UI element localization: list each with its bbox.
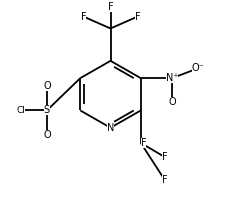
Text: Cl: Cl (17, 106, 26, 115)
Text: F: F (81, 12, 86, 22)
Text: O: O (43, 81, 51, 91)
Text: N: N (107, 123, 114, 133)
Text: F: F (141, 138, 146, 148)
Text: F: F (108, 2, 113, 12)
Text: F: F (135, 12, 140, 22)
Text: O⁻: O⁻ (192, 63, 204, 73)
Text: O: O (43, 130, 51, 140)
Text: S: S (44, 106, 50, 116)
Text: N⁺: N⁺ (166, 73, 178, 83)
Text: O: O (168, 97, 176, 107)
Text: F: F (162, 175, 167, 185)
Text: F: F (162, 152, 167, 162)
